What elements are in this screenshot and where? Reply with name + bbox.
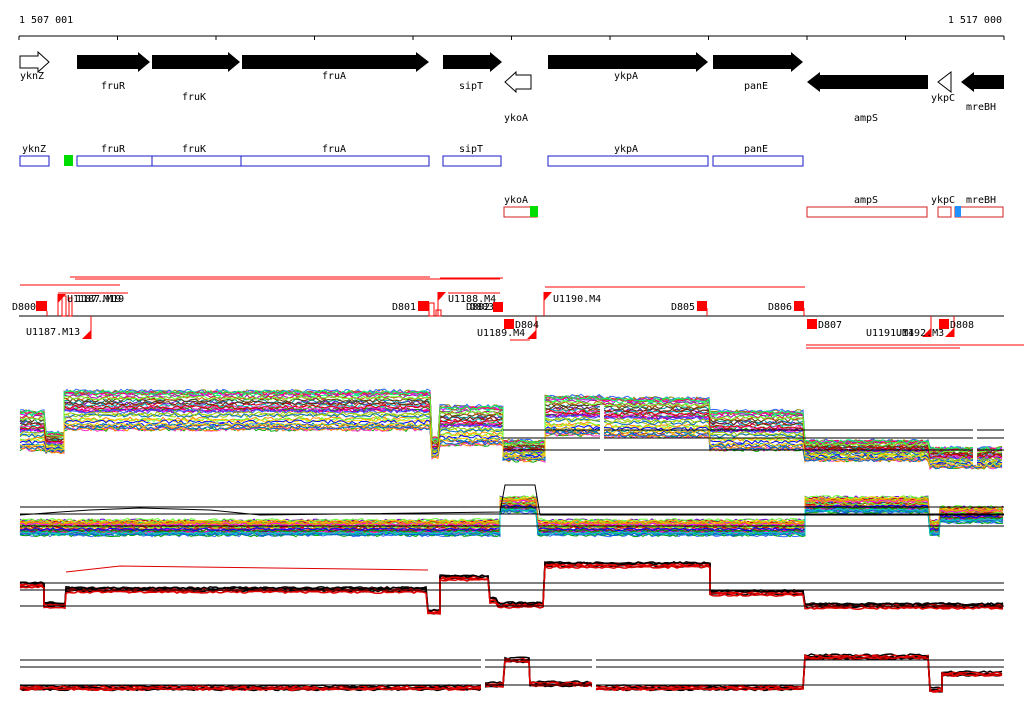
expression-line [19, 426, 1003, 470]
expression-track-1 [19, 388, 1004, 471]
feature-D804: D804 [515, 320, 539, 331]
forward-box-fruR [76, 155, 153, 167]
feature-D807: D807 [818, 320, 842, 331]
feature-U1192.M3: U1192.M3 [896, 328, 944, 339]
expression-track-4 [19, 653, 1004, 695]
expression-line [19, 419, 1003, 466]
forward-label-yknZ: yknZ [22, 144, 46, 155]
expression-line [19, 497, 1004, 526]
forward-label-fruA: fruA [322, 144, 346, 155]
expression-line [65, 565, 429, 573]
expression-line [19, 395, 1003, 455]
gene-label-ykpA: ykpA [614, 71, 638, 82]
svg-text:D803: D803 [470, 302, 494, 313]
feature-U1188.M4: U1188.M4 [448, 294, 496, 305]
gene-arrow-fruK [152, 52, 240, 72]
forward-box-fruA [240, 155, 430, 167]
reverse-box-mreBH [954, 206, 1004, 218]
feature-U1189.M4: U1189.M4 [477, 328, 525, 339]
gene-arrow-yknZ [19, 50, 50, 74]
feature-U1187.M13: U1187.M13 [26, 327, 80, 338]
reverse-box-ampS [806, 206, 928, 218]
start-coordinate: 1 507 001 [19, 15, 73, 26]
gene-arrow-sipT [443, 52, 502, 72]
feature-U1191.M4: U1191.M4 [866, 328, 914, 339]
feature-U1190.M4: U1190.M4 [553, 294, 601, 305]
expression-line [19, 410, 1003, 462]
forward-box-yknZ [19, 155, 50, 167]
expression-line [20, 561, 1004, 612]
reverse-annotation-track: ykoA ampS ykpC mreBH [503, 195, 1004, 218]
green-marker [530, 206, 538, 217]
forward-label-fruR: fruR [101, 144, 126, 155]
gene-label-panE: panE [744, 81, 768, 92]
expression-line [19, 496, 1004, 524]
feature-D800: D800 [12, 302, 36, 313]
reverse-label-ykoA: ykoA [504, 195, 528, 206]
gene-label-mreBH: mreBH [966, 102, 996, 113]
expression-line [19, 565, 1004, 615]
gene-track: yknZ fruR fruK fruA sipT ykoA ykpA panE … [19, 50, 1004, 124]
expression-line [19, 502, 1004, 530]
gene-arrow-ykpC [937, 70, 952, 94]
gene-label-fruA: fruA [322, 71, 346, 82]
gene-label-fruK: fruK [182, 92, 206, 103]
forward-box-panE [712, 155, 804, 167]
expression-track-2 [19, 484, 1004, 538]
expression-line [19, 421, 1003, 468]
expression-line [19, 504, 1004, 532]
reverse-label-ampS: ampS [854, 195, 878, 206]
expression-line [19, 404, 1003, 459]
feature-D808: D808 [950, 320, 974, 331]
feature-D802: D802 [466, 302, 490, 313]
gene-label-ampS: ampS [854, 113, 878, 124]
expression-line [19, 505, 1004, 534]
expression-line [20, 496, 1004, 524]
gene-arrow-ampS [807, 72, 928, 92]
expression-track-3 [19, 561, 1004, 615]
gene-label-sipT: sipT [459, 81, 483, 92]
ruler-ticks [18, 36, 1005, 40]
gene-arrow-panE [713, 52, 803, 72]
gene-label-yknZ: yknZ [20, 71, 44, 82]
feature-track: D800 U1187.M19 1187.M19 D801 U1188.M4 D8… [12, 276, 1024, 349]
svg-text:1187.M19: 1187.M19 [76, 294, 124, 305]
expression-line [19, 494, 1004, 523]
forward-label-fruK: fruK [182, 144, 206, 155]
gene-arrow-ykpA [548, 52, 708, 72]
forward-box-sipT [442, 155, 502, 167]
forward-box-fruK [151, 155, 242, 167]
gene-arrow-fruR [77, 52, 150, 72]
forward-box-ykpA [547, 155, 709, 167]
reverse-label-mreBH: mreBH [966, 195, 996, 206]
expression-line [19, 484, 1004, 516]
feature-U1187.M19: U1187.M19 [67, 294, 121, 305]
gene-arrow-mreBH [961, 72, 1004, 92]
feature-D805: D805 [671, 302, 695, 313]
expression-line [19, 400, 1003, 457]
expression-line [19, 507, 1004, 535]
forward-annotation-track: yknZ fruR fruK fruA sipT ykpA panE [19, 144, 804, 167]
feature-D806: D806 [768, 302, 792, 313]
feature-D801: D801 [392, 302, 416, 313]
blue-marker [955, 206, 961, 217]
reverse-label-ykpC: ykpC [931, 195, 955, 206]
green-marker [64, 155, 73, 166]
coordinate-ruler: 1 507 001 1 517 000 [18, 15, 1005, 40]
reverse-box-ykpC [937, 206, 952, 218]
gene-label-ykoA: ykoA [504, 113, 528, 124]
forward-label-sipT: sipT [459, 144, 483, 155]
expression-line [19, 390, 1003, 452]
gene-arrow-ykoA [504, 70, 532, 94]
forward-label-panE: panE [744, 144, 768, 155]
end-coordinate: 1 517 000 [948, 15, 1002, 26]
forward-label-ykpA: ykpA [614, 144, 638, 155]
gene-label-ykpC: ykpC [931, 93, 955, 104]
gene-label-fruR: fruR [101, 81, 126, 92]
gene-arrow-fruA [242, 52, 429, 72]
